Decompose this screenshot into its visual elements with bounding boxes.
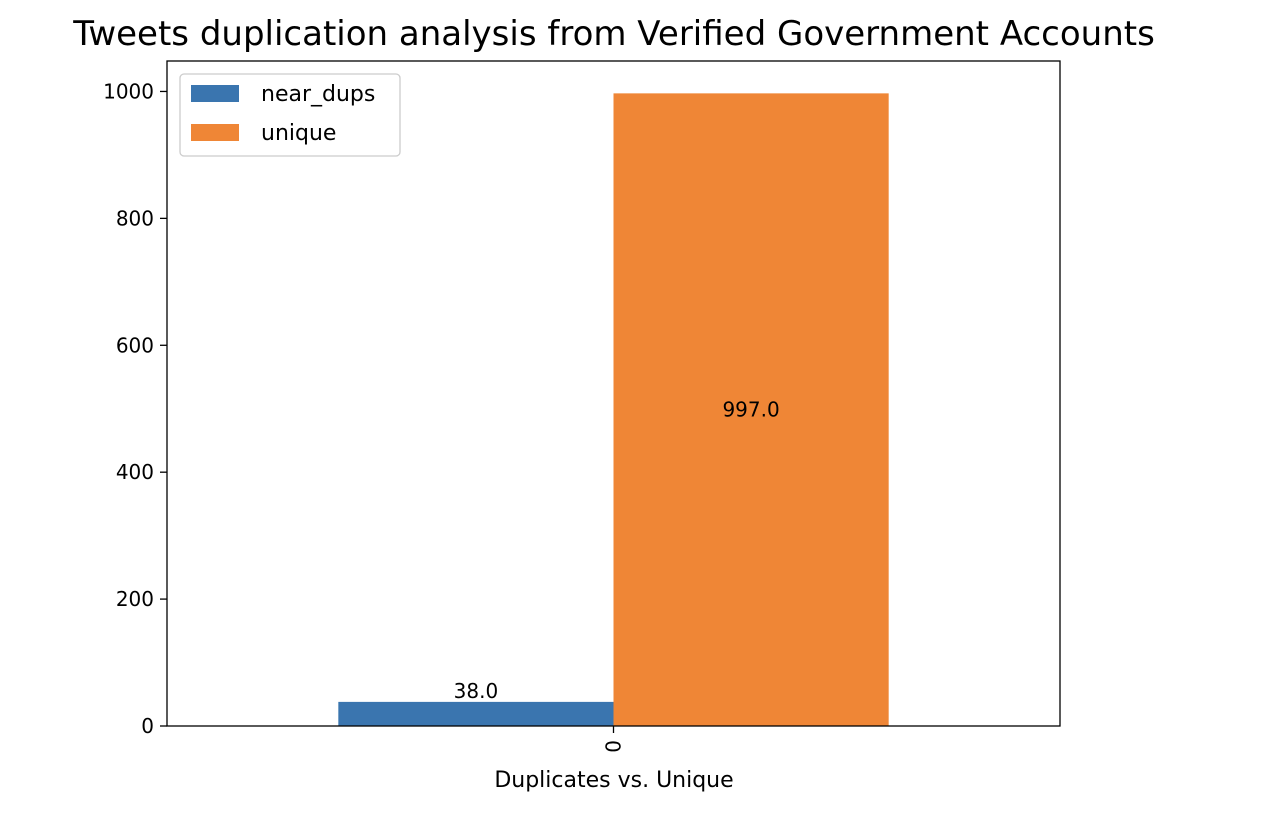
legend: near_dups unique xyxy=(179,73,401,157)
x-tick-label: 0 xyxy=(602,740,626,753)
y-tick-label: 200 xyxy=(116,587,154,611)
legend-label-unique: unique xyxy=(261,121,336,146)
bars-layer: 38.0 997.0 xyxy=(338,93,889,727)
chart-title: Tweets duplication analysis from Verifie… xyxy=(72,14,1155,54)
legend-label-near-dups: near_dups xyxy=(261,82,375,107)
x-axis-label: Duplicates vs. Unique xyxy=(494,768,733,793)
data-label-unique: 997.0 xyxy=(722,398,779,422)
y-tick-label: 400 xyxy=(116,460,154,484)
legend-swatch-near-dups xyxy=(191,85,239,102)
bar-near-dups xyxy=(338,701,614,726)
bar-unique xyxy=(613,93,889,727)
y-tick-label: 800 xyxy=(116,206,154,230)
legend-swatch-unique xyxy=(191,124,239,141)
y-tick-label: 0 xyxy=(141,714,154,738)
y-tick-label: 1000 xyxy=(103,79,154,103)
data-label-near-dups: 38.0 xyxy=(454,679,499,703)
x-axis: 0 xyxy=(602,726,626,753)
y-axis: 0 200 400 600 800 1000 xyxy=(103,79,167,738)
y-tick-label: 600 xyxy=(116,333,154,357)
